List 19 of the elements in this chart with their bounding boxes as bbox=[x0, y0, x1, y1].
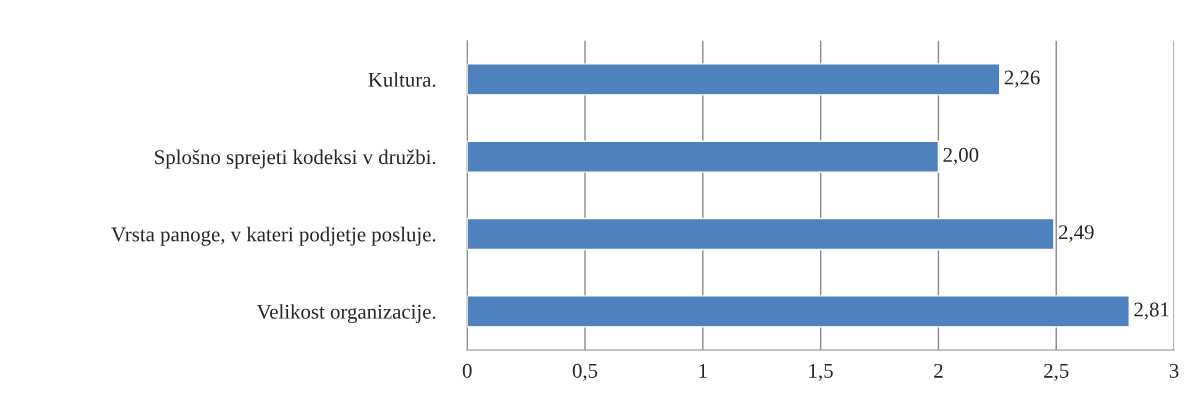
x-tick-label: 1,5 bbox=[809, 363, 833, 381]
bar bbox=[467, 295, 1130, 328]
x-tick-label: 0 bbox=[462, 363, 472, 378]
x-tick-label: 1 bbox=[699, 363, 707, 378]
data-label: 2,81 bbox=[1134, 302, 1169, 320]
x-tick-label: 2 bbox=[934, 363, 943, 378]
y-tick-label: Splošno sprejeti kodeksi v družbi. bbox=[155, 149, 436, 169]
data-label: 2,26 bbox=[1004, 70, 1040, 88]
y-tick-label: Kultura. bbox=[368, 72, 436, 87]
bar bbox=[467, 140, 940, 173]
bar bbox=[467, 63, 1001, 96]
bar bbox=[467, 217, 1055, 251]
x-tick-label: 0,5 bbox=[572, 363, 598, 381]
y-tick-label: Velikost organizacije. bbox=[256, 304, 436, 324]
data-label: 2,00 bbox=[943, 147, 979, 165]
x-tick-label: 3 bbox=[1169, 363, 1179, 378]
y-tick-label: Vrsta panoge, v kateri podjetje posluje. bbox=[111, 226, 436, 246]
x-tick-label: 2,5 bbox=[1044, 363, 1069, 381]
data-label: 2,49 bbox=[1058, 225, 1094, 243]
